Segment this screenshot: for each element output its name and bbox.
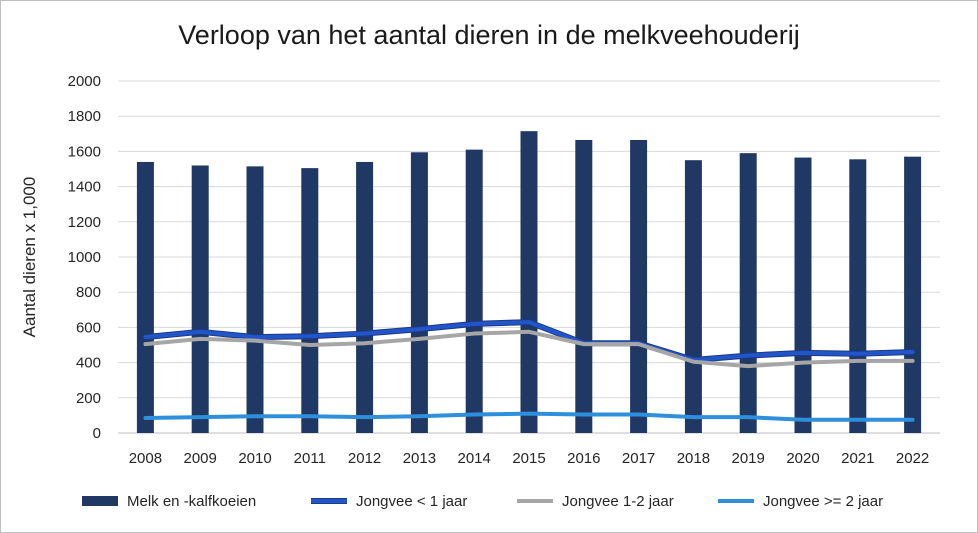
y-tick-label: 1400 (68, 179, 101, 196)
series-line (143, 329, 915, 369)
legend-label: Jongvee < 1 jaar (356, 493, 467, 510)
bar (301, 168, 319, 433)
x-tick-label: 2020 (786, 450, 819, 467)
bar (794, 157, 812, 433)
bar (575, 139, 593, 433)
legend-label: Melk en -kalfkoeien (127, 493, 256, 510)
x-tick-label: 2021 (841, 450, 874, 467)
x-tick-label: 2014 (458, 450, 491, 467)
y-tick-label: 1600 (68, 143, 101, 160)
bar (410, 152, 428, 433)
bar (904, 156, 922, 433)
chart-title: Verloop van het aantal dieren in de melk… (178, 20, 800, 50)
x-tick-label: 2009 (184, 450, 217, 467)
legend-label: Jongvee 1-2 jaar (562, 493, 674, 510)
x-tick-label: 2008 (129, 450, 162, 467)
series-line (143, 320, 915, 362)
legend-swatch (82, 496, 118, 506)
y-tick-label: 2000 (68, 73, 101, 90)
x-tick-label: 2012 (348, 450, 381, 467)
bar (136, 161, 154, 433)
x-tick-label: 2018 (677, 450, 710, 467)
series-line (143, 411, 915, 422)
bar (684, 160, 702, 433)
bar (849, 159, 867, 433)
x-tick-label: 2022 (896, 450, 929, 467)
x-tick-label: 2017 (622, 450, 655, 467)
bar (356, 161, 374, 433)
x-tick-label: 2013 (403, 450, 436, 467)
y-tick-label: 1800 (68, 108, 101, 125)
y-tick-label: 400 (76, 355, 101, 372)
x-tick-label: 2016 (567, 450, 600, 467)
bar (191, 165, 209, 434)
y-tick-label: 1000 (68, 249, 101, 266)
x-tick-label: 2011 (294, 450, 326, 467)
y-tick-label: 1200 (68, 214, 101, 231)
y-tick-label: 600 (76, 319, 101, 336)
y-tick-label: 200 (76, 390, 101, 407)
y-axis-label: Aantal dieren x 1,000 (20, 177, 39, 338)
bar (465, 149, 483, 433)
x-tick-label: 2010 (238, 450, 271, 467)
x-tick-label: 2019 (732, 450, 765, 467)
bar (520, 131, 538, 433)
x-tick-label: 2015 (512, 450, 545, 467)
bar (739, 153, 757, 433)
bar (246, 166, 264, 434)
bar (630, 139, 648, 433)
y-tick-label: 0 (93, 425, 101, 442)
y-tick-label: 800 (76, 284, 101, 301)
legend-label: Jongvee >= 2 jaar (763, 493, 883, 510)
